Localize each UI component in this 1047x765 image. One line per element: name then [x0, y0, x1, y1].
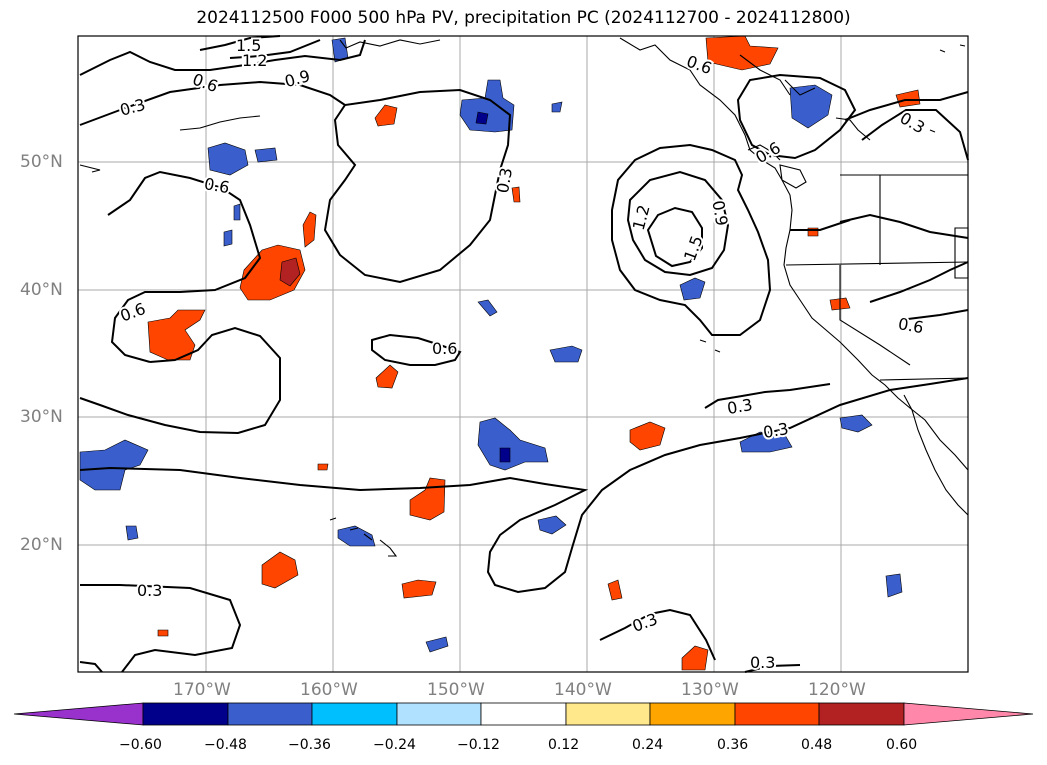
precip-blobs — [79, 35, 921, 671]
contour-label: 0.3 — [897, 108, 929, 137]
precip-blob — [337, 525, 376, 547]
precip-blob — [537, 515, 567, 535]
precip-blob — [401, 579, 437, 599]
map-title: 2024112500 F000 500 hPa PV, precipitatio… — [196, 8, 851, 28]
lon-label: 140°W — [554, 680, 612, 700]
contour-label: 1.5 — [680, 233, 707, 263]
precip-blob — [549, 345, 583, 363]
precip-blob — [261, 551, 299, 589]
colorbar — [13, 702, 1034, 726]
colorbar-tick-label: 0.24 — [632, 737, 664, 753]
colorbar-tick-label: −0.60 — [119, 737, 162, 753]
lat-label: 40°N — [20, 280, 63, 300]
precip-blob — [895, 89, 921, 108]
pv-contours — [79, 35, 969, 673]
contour-label: 0.6 — [432, 339, 457, 358]
precip-blob — [239, 244, 306, 301]
precip-blob — [375, 364, 399, 389]
contour-label: 0.3 — [630, 609, 660, 636]
precip-blob — [681, 645, 709, 671]
precip-blob — [499, 447, 511, 463]
precip-blob — [125, 525, 139, 541]
precip-blob — [885, 573, 903, 598]
contour-label: 1.5 — [236, 36, 261, 55]
lon-label: 130°W — [681, 680, 739, 700]
precip-blob — [511, 186, 521, 203]
precip-blob — [679, 277, 706, 301]
colorbar-tick-label: −0.48 — [204, 737, 247, 753]
contour-label: 0.3 — [762, 419, 790, 442]
colorbar-tick-label: −0.24 — [373, 737, 416, 753]
precip-blob — [317, 463, 329, 471]
precip-blob — [233, 203, 241, 221]
contour-label: 0.6 — [752, 138, 784, 167]
lat-label: 30°N — [20, 407, 63, 427]
precip-blob — [254, 147, 278, 163]
contour-label: 0.3 — [726, 395, 754, 418]
precip-blob — [789, 84, 833, 129]
precip-blob — [374, 104, 398, 127]
precip-blob — [475, 111, 489, 125]
precip-blob — [223, 229, 233, 247]
precip-blob — [705, 35, 779, 71]
precip-blob — [477, 417, 549, 471]
graticule — [78, 36, 968, 672]
colorbar-tick-label: 0.48 — [801, 737, 833, 753]
lon-label: 120°W — [808, 680, 866, 700]
contour-label: 0.9 — [708, 199, 731, 227]
colorbar-tick-label: 0.36 — [717, 737, 749, 753]
lat-label: 50°N — [20, 152, 63, 172]
map-frame — [77, 35, 969, 673]
precip-blob — [629, 421, 666, 451]
precip-blob — [157, 629, 169, 637]
contour-label: 0.6 — [203, 174, 231, 197]
contour-label: 0.9 — [283, 66, 313, 91]
precip-blob — [79, 439, 149, 491]
precip-blob — [147, 309, 206, 361]
precip-blob — [551, 101, 563, 113]
contour-label: 0.3 — [493, 166, 516, 194]
lat-label: 20°N — [20, 535, 63, 555]
precip-blob — [279, 257, 301, 287]
precip-blob — [477, 299, 498, 317]
lon-label: 150°W — [427, 680, 485, 700]
contour-label: 1.2 — [629, 203, 654, 233]
contour-label: 0.6 — [684, 52, 714, 79]
precip-blob — [739, 431, 793, 453]
contour-label: 0.3 — [750, 653, 775, 672]
colorbar-tick-label: −0.36 — [288, 737, 331, 753]
precip-blob — [207, 142, 249, 176]
contour-label: 0.3 — [137, 581, 162, 600]
colorbar-tick-label: 0.60 — [886, 737, 918, 753]
coastlines — [79, 37, 969, 557]
lon-label: 160°W — [300, 680, 358, 700]
colorbar-tick-label: 0.12 — [548, 737, 580, 753]
precip-blob — [459, 79, 515, 133]
contour-label: 0.6 — [897, 314, 925, 337]
precip-blob — [302, 211, 317, 248]
colorbar-tick-label: −0.12 — [457, 737, 500, 753]
lon-label: 170°W — [173, 680, 231, 700]
colorbar-segment — [903, 702, 1034, 726]
contour-label: 0.6 — [190, 70, 220, 97]
precip-blob — [425, 636, 449, 653]
contour-label: 0.6 — [118, 299, 148, 326]
contour-label: 1.2 — [242, 51, 267, 70]
precip-blob — [607, 579, 623, 601]
precip-blob — [839, 414, 873, 433]
contour-label: 0.3 — [118, 95, 148, 120]
